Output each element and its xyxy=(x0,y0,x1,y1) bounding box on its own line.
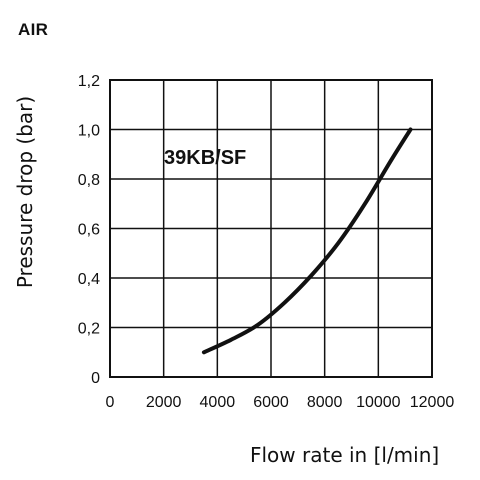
y-tick-label: 0,8 xyxy=(78,172,100,189)
y-tick-label: 0,2 xyxy=(78,321,100,338)
x-axis-ticks: 0 2000 4000 6000 8000 10000 12000 xyxy=(106,394,455,411)
medium-label: AIR xyxy=(18,20,49,39)
y-tick-label: 1,2 xyxy=(78,73,100,90)
grid xyxy=(109,79,433,378)
y-tick-label: 0 xyxy=(91,370,100,387)
x-axis-title: Flow rate in [l/min] xyxy=(250,443,439,467)
x-tick-label: 8000 xyxy=(307,394,343,411)
x-tick-label: 4000 xyxy=(200,394,236,411)
y-tick-label: 0,6 xyxy=(78,222,100,239)
x-tick-label: 2000 xyxy=(146,394,182,411)
x-tick-label: 12000 xyxy=(410,394,455,411)
y-axis-title: Pressure drop (bar) xyxy=(13,96,37,288)
x-tick-label: 10000 xyxy=(356,394,401,411)
x-tick-label: 6000 xyxy=(253,394,289,411)
y-tick-label: 1,0 xyxy=(78,123,100,140)
y-axis-ticks: 0 0,2 0,4 0,6 0,8 1,0 1,2 xyxy=(78,73,100,387)
series-line xyxy=(201,127,413,355)
series-label: 39KB/SF xyxy=(164,147,246,169)
y-tick-label: 0,4 xyxy=(78,271,100,288)
plot-frame xyxy=(109,79,433,378)
x-tick-label: 0 xyxy=(106,394,115,411)
